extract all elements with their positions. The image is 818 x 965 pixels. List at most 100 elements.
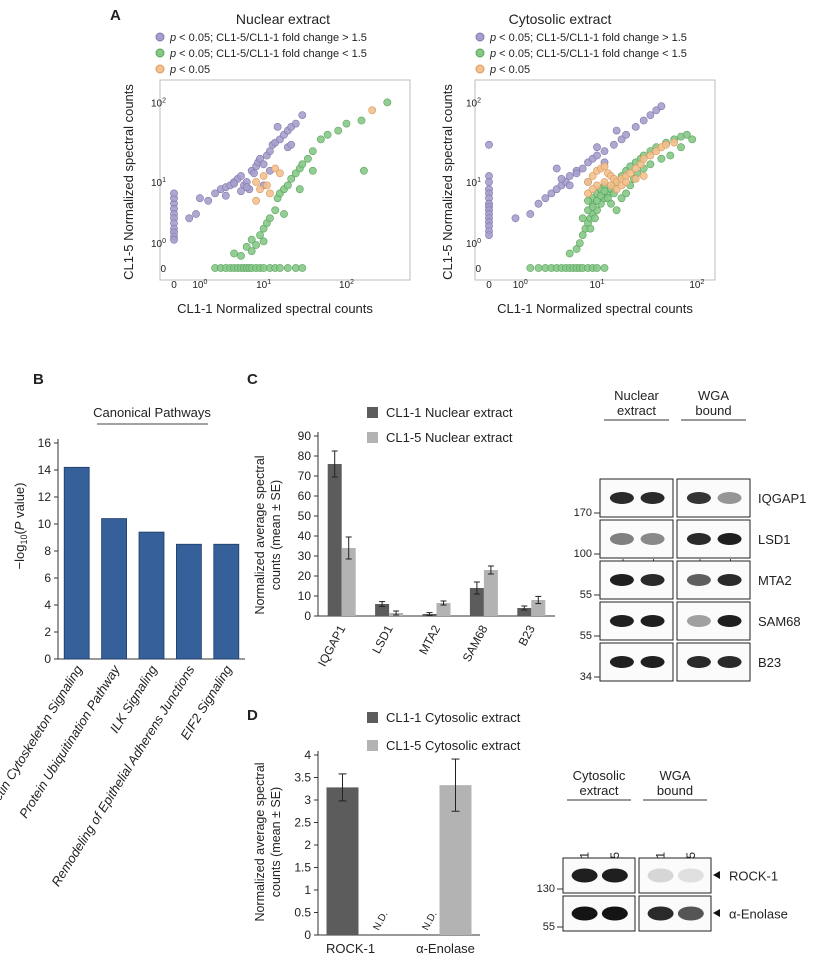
blot-band xyxy=(609,656,634,668)
scatter-point-purple xyxy=(211,189,219,198)
scatter-point-green xyxy=(600,187,609,196)
scatter-nuclear-frame xyxy=(159,79,411,281)
y-tick-label: 70 xyxy=(298,469,312,483)
scatter-nuclear-xlabel: CL1-1 Normalized spectral counts xyxy=(177,301,373,316)
y-tick-label: 3.5 xyxy=(294,771,311,785)
scatter-point-purple xyxy=(273,123,282,131)
scatter-point-purple xyxy=(192,210,200,218)
y-tick-label: 2 xyxy=(304,838,311,852)
panel-label-b: B xyxy=(33,371,44,388)
y-tick-label: 60 xyxy=(298,489,312,503)
blot-marker-label: 100 xyxy=(574,548,592,560)
pathway-category-label: Remodeling of Epithelial Adherens Juncti… xyxy=(48,662,197,889)
blot-group-label: WGA xyxy=(659,768,690,783)
scatter-point-green xyxy=(280,210,288,218)
scatter-cytosolic: Cytosolic extract 00 100 100 101 101 102 102 C… xyxy=(440,11,716,316)
scatter-point-green xyxy=(334,126,343,135)
y-tick-label: 10 xyxy=(298,589,312,603)
scatter-point-orange xyxy=(639,154,648,163)
cytosolic-category-label: ROCK-1 xyxy=(326,941,375,956)
scatter-point-green xyxy=(617,194,626,203)
y-tick-label: 4 xyxy=(44,598,51,612)
scatter-point-purple xyxy=(565,181,574,190)
scatter-point-green xyxy=(357,116,366,125)
blot-band xyxy=(571,868,598,883)
scatter-point-green xyxy=(308,166,317,175)
x-tick-label: 0 xyxy=(486,280,492,291)
scatter-point-green xyxy=(677,143,685,152)
legend-cytosolic-green-marker xyxy=(475,48,485,58)
blot-band xyxy=(601,868,628,883)
scatter-point-green xyxy=(591,214,599,223)
scatter-point-purple xyxy=(250,169,258,178)
legend-cytosolic-purple-text: p < 0.05; CL1-5/CL1-1 fold change > 1.5 xyxy=(489,32,687,44)
blot-group-label: Nuclear xyxy=(614,388,659,403)
blot-marker-label: 55 xyxy=(580,630,592,642)
blot-band xyxy=(640,615,665,627)
scatter-point-green xyxy=(657,154,666,163)
scatter-cytosolic-ticks: 00 100 100 101 101 102 102 xyxy=(466,97,705,291)
scatter-point-green xyxy=(316,135,325,144)
blot-band xyxy=(640,533,665,545)
not-detected-label: N.D. xyxy=(371,910,390,933)
scatter-point-green xyxy=(303,154,312,163)
x-tick-label: 100 xyxy=(192,279,207,291)
scatter-point-orange xyxy=(646,151,655,160)
scatter-point-green xyxy=(534,264,543,272)
scatter-point-orange xyxy=(639,172,648,180)
y-tick-label: 10 xyxy=(38,517,52,531)
scatter-point-green xyxy=(578,214,587,223)
pathway-bar xyxy=(101,518,127,660)
scatter-point-purple xyxy=(237,172,245,180)
scatter-point-green xyxy=(383,98,392,107)
scatter-point-purple xyxy=(572,169,581,178)
scatter-nuclear-ylabel: CL1-5 Normalized spectral counts xyxy=(121,84,136,280)
scatter-point-purple xyxy=(237,187,245,196)
scatter-point-purple xyxy=(195,194,204,203)
scatter-point-green xyxy=(612,206,621,215)
scatter-point-orange xyxy=(259,172,268,180)
y-tick-label: 16 xyxy=(38,436,52,450)
x-tick-label: 102 xyxy=(689,279,704,291)
blot-band xyxy=(686,533,711,545)
scatter-point-green xyxy=(666,151,675,160)
scatter-point-orange xyxy=(588,172,597,180)
scatter-point-purple xyxy=(646,111,655,119)
legend-label: CL1-5 Nuclear extract xyxy=(386,430,513,445)
nuclear-ylabel-line2: counts (mean ± SE) xyxy=(269,480,283,590)
legend-cytosolic-purple-marker xyxy=(475,32,485,42)
scatter-point-green xyxy=(295,185,304,194)
scatter-point-green xyxy=(323,130,332,139)
scatter-cytosolic-frame xyxy=(474,79,716,281)
scatter-point-purple xyxy=(652,106,661,115)
scatter-point-purple xyxy=(230,179,238,188)
scatter-point-orange xyxy=(600,162,609,171)
scatter-point-orange xyxy=(252,196,260,205)
scatter-point-green xyxy=(247,247,256,255)
legend-nuclear: p < 0.05; CL1-5/CL1-1 fold change > 1.5 … xyxy=(155,32,367,76)
scatter-point-purple xyxy=(485,178,493,186)
blot-band xyxy=(717,615,742,627)
y-tick-label: 0 xyxy=(304,609,311,623)
blot-band xyxy=(686,656,711,668)
scatter-point-purple xyxy=(600,147,609,155)
scatter-point-purple xyxy=(578,164,587,173)
scatter-point-green xyxy=(308,147,317,155)
scatter-point-orange xyxy=(600,178,609,186)
blot-band xyxy=(609,533,634,545)
legend-swatch xyxy=(367,432,378,443)
y-tick-label: 0 xyxy=(160,264,166,275)
scatter-point-orange xyxy=(265,189,274,198)
scatter-point-orange xyxy=(271,164,280,173)
scatter-point-green xyxy=(588,202,597,211)
legend-cytosolic-orange-marker xyxy=(475,64,485,74)
scatter-point-green xyxy=(259,237,268,246)
blot-band xyxy=(677,906,704,921)
y-tick-label: 101 xyxy=(466,177,481,189)
blot-group-label: bound xyxy=(657,783,693,798)
legend-nuclear-orange-text: p < 0.05 xyxy=(169,64,210,76)
scatter-point-orange xyxy=(631,164,640,173)
scatter-point-green xyxy=(593,196,601,205)
scatter-point-purple xyxy=(565,172,574,180)
blot-band xyxy=(609,492,634,504)
